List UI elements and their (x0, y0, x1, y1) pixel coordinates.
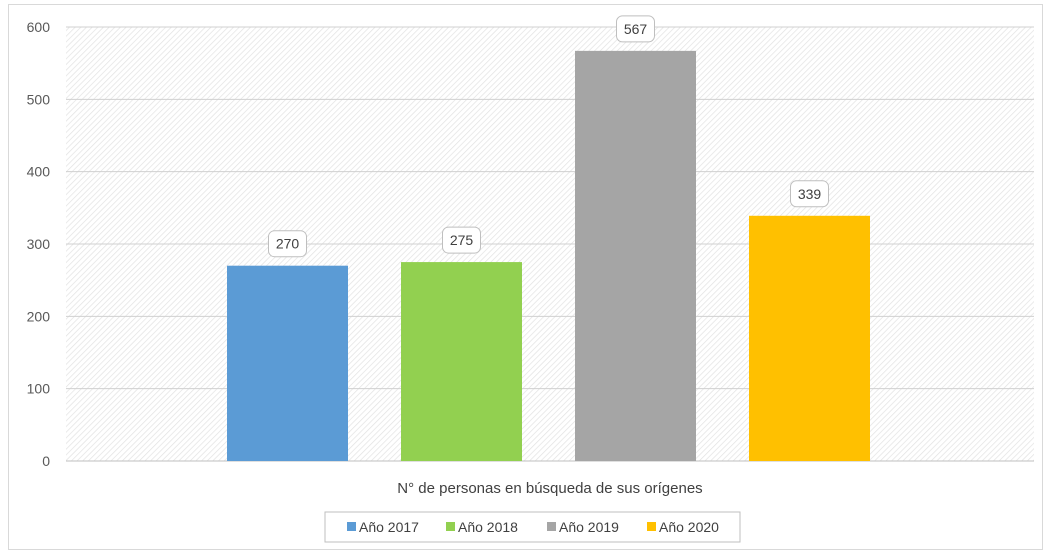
legend-swatch (647, 522, 656, 531)
data-label-box (268, 230, 307, 258)
data-label: 339 (798, 186, 822, 202)
y-tick-label: 100 (27, 381, 51, 397)
data-label-box (790, 180, 829, 208)
y-tick-label: 200 (27, 308, 51, 324)
bar (227, 265, 348, 461)
legend-label: Año 2018 (458, 519, 518, 535)
legend-label: Año 2020 (659, 519, 719, 535)
data-label-box (616, 15, 655, 43)
y-tick-label: 400 (27, 164, 51, 180)
data-label: 567 (624, 21, 648, 37)
y-tick-label: 0 (42, 453, 50, 469)
legend-swatch (347, 522, 356, 531)
legend-swatch (547, 522, 556, 531)
bar (401, 262, 522, 461)
legend-box (324, 511, 741, 543)
bar (749, 215, 870, 461)
data-label: 270 (276, 236, 300, 252)
bar (575, 50, 696, 462)
x-axis-title: N° de personas en búsqueda de sus orígen… (397, 480, 702, 497)
legend-label: Año 2017 (359, 519, 419, 535)
data-label-box (442, 226, 481, 254)
legend-label: Año 2019 (559, 519, 619, 535)
data-label: 275 (450, 232, 474, 248)
y-tick-label: 500 (27, 91, 51, 107)
y-tick-label: 600 (27, 19, 51, 35)
legend-swatch (446, 522, 455, 531)
y-tick-label: 300 (27, 236, 51, 252)
